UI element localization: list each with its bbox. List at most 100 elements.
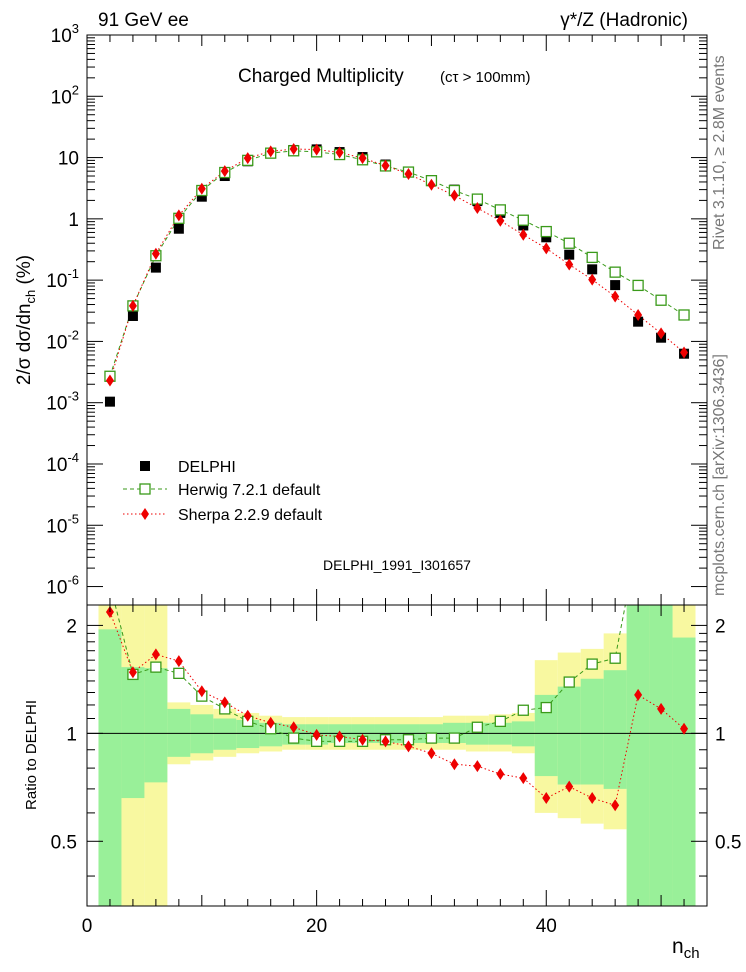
ratio-data-point xyxy=(197,685,206,698)
ratio-data-point xyxy=(680,722,689,735)
main-data-point xyxy=(450,189,459,202)
ratio-data-point xyxy=(496,768,505,781)
main-data-point xyxy=(611,290,620,303)
y-tick-label: 10-3 xyxy=(46,389,79,415)
ratio-data-point xyxy=(609,652,621,664)
main-data-point xyxy=(173,223,184,234)
main-data-point xyxy=(243,152,252,165)
ratio-data-point xyxy=(425,732,438,744)
y-tick-label: 10-4 xyxy=(46,450,79,476)
ratio-plot-frame xyxy=(86,604,708,907)
uncertainty-band-inner xyxy=(259,722,283,747)
legend-marker xyxy=(141,508,149,520)
main-data-point xyxy=(289,142,298,155)
main-data-point xyxy=(517,214,529,226)
ratio-data-point xyxy=(586,658,598,670)
ratio-data-point xyxy=(381,735,390,748)
main-data-point xyxy=(541,232,552,243)
main-data-point xyxy=(632,279,644,292)
main-data-point xyxy=(127,310,138,321)
main-data-point xyxy=(404,167,413,180)
ratio-plot-panel: 0.5 0.51 12 20 20 40 xyxy=(51,604,741,937)
uncertainty-band-inner xyxy=(213,718,237,750)
x-tick-label: 0 xyxy=(82,916,93,937)
main-data-point xyxy=(680,346,689,359)
ratio-y-tick-label-right: 1 xyxy=(715,724,726,745)
main-data-point xyxy=(610,280,621,291)
ratio-data-point xyxy=(611,799,620,812)
ratio-data-point xyxy=(358,733,367,746)
uncertainty-band-inner xyxy=(534,694,558,777)
main-y-axis-label: 2/σ dσ/dnch (%) xyxy=(14,255,38,385)
main-data-point xyxy=(150,262,161,273)
uncertainty-band-inner xyxy=(121,667,145,799)
ratio-y-tick-label: 1 xyxy=(66,724,77,745)
main-data-point xyxy=(196,191,207,202)
x-tick-label: 40 xyxy=(536,916,557,937)
ratio-data-point xyxy=(563,676,575,688)
ratio-data-point xyxy=(150,661,162,673)
uncertainty-band-inner xyxy=(603,670,627,789)
rivet-label: Rivet 3.1.10, ≥ 2.8M events xyxy=(711,55,728,250)
ratio-data-point xyxy=(471,721,484,733)
ratio-y-tick-label: 2 xyxy=(66,616,77,637)
ratio-data-point xyxy=(540,701,552,714)
main-data-point xyxy=(678,309,690,321)
main-data-point xyxy=(381,159,390,172)
ratio-series-line xyxy=(109,611,685,806)
ratio-data-point xyxy=(404,740,413,753)
uncertainty-band-inner xyxy=(649,605,673,906)
ratio-data-point xyxy=(266,716,275,729)
ratio-data-point xyxy=(634,688,643,701)
chart-title: Charged Multiplicity xyxy=(238,66,404,87)
legend-label: Sherpa 2.2.9 default xyxy=(178,507,323,524)
main-data-point xyxy=(588,273,597,286)
uncertainty-band-inner xyxy=(98,629,122,906)
ratio-data-point xyxy=(494,715,506,728)
main-plot-panel: 10-6 10-5 10-4 10-3 10-2 10-1 1 10 102 103 xyxy=(46,21,708,606)
source-label: mcplots.cern.ch [arXiv:1306.3436] xyxy=(711,354,728,596)
ratio-y-tick-label-right: 0.5 xyxy=(715,832,741,853)
ratio-data-point xyxy=(657,702,666,715)
ratio-data-point xyxy=(588,792,597,805)
ratio-data-point xyxy=(220,696,229,709)
uncertainty-band-inner xyxy=(557,686,581,785)
main-data-point xyxy=(312,143,321,156)
main-data-point xyxy=(220,165,229,178)
main-data-point xyxy=(473,202,482,215)
main-data-point xyxy=(266,145,275,158)
header-right: γ*/Z (Hadronic) xyxy=(560,10,688,31)
legend: DELPHI Herwig 7.2.1 default Sherpa 2.2.9 d… xyxy=(123,459,323,524)
main-data-point xyxy=(335,146,344,159)
main-data-point xyxy=(564,249,575,260)
ratio-data-point xyxy=(173,667,185,680)
ratio-data-point xyxy=(312,728,321,741)
ratio-y-axis-label: Ratio to DELPHI xyxy=(23,700,40,810)
uncertainty-band-inner xyxy=(626,605,650,906)
ratio-data-point xyxy=(151,648,160,661)
ratio-data-point xyxy=(448,732,461,744)
y-tick-label: 10 xyxy=(58,149,79,170)
ratio-data-point xyxy=(517,704,529,716)
ratio-data-point xyxy=(565,780,574,793)
main-data-point xyxy=(174,209,183,222)
main-data-point xyxy=(565,258,574,271)
ratio-data-point xyxy=(128,666,137,679)
legend-label: Herwig 7.2.1 default xyxy=(178,482,321,499)
ratio-data-point xyxy=(174,655,183,668)
ratio-data-point xyxy=(288,732,300,744)
main-data-point xyxy=(197,182,206,195)
legend-marker xyxy=(140,461,150,471)
ratio-y-tick-label-right: 2 xyxy=(715,616,726,637)
ratio-data-point xyxy=(335,730,344,743)
legend-label: DELPHI xyxy=(178,459,236,476)
uncertainty-band-inner xyxy=(236,719,260,749)
ratio-data-point xyxy=(542,792,551,805)
main-data-point xyxy=(104,396,115,407)
x-axis-label: nch xyxy=(672,935,700,962)
x-tick-label: 20 xyxy=(306,916,327,937)
main-data-point xyxy=(519,228,528,241)
uncertainty-band-inner xyxy=(580,678,604,785)
main-data-point xyxy=(633,316,644,327)
